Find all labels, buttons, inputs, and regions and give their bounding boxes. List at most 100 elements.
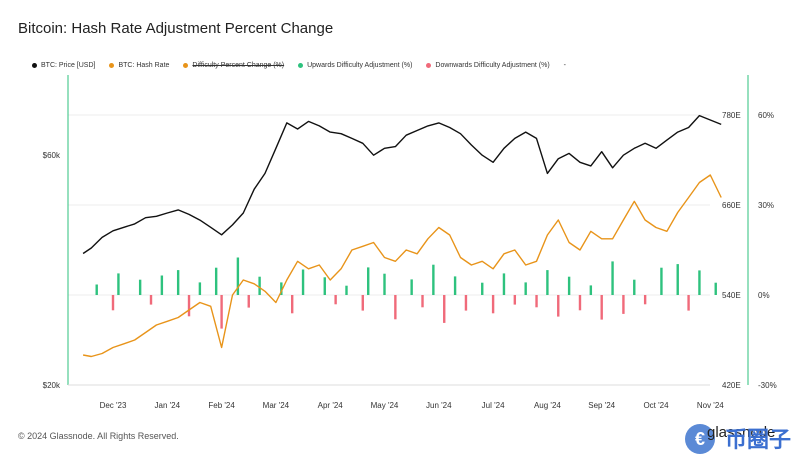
- legend-label: Upwards Difficulty Adjustment (%): [307, 62, 413, 69]
- legend-item-difficulty-change[interactable]: Difficulty Percent Change (%): [183, 62, 284, 69]
- upwards-adjustment-bar: [383, 273, 386, 295]
- legend-item-hash-rate[interactable]: BTC: Hash Rate: [109, 62, 169, 69]
- upwards-adjustment-bar: [258, 276, 261, 295]
- upwards-adjustment-bar: [502, 273, 506, 295]
- upwards-adjustment-bar: [410, 279, 413, 295]
- downwards-adjustment-bar: [421, 295, 424, 308]
- legend-dot-icon: [183, 63, 189, 68]
- x-tick-label: Oct '24: [643, 401, 669, 410]
- y-pct-tick-label: 60%: [758, 111, 774, 120]
- upwards-adjustment-bar: [633, 279, 636, 295]
- y-pct-tick-label: 0%: [758, 291, 770, 300]
- upwards-adjustment-bar: [432, 264, 435, 295]
- downwards-adjustment-bar: [622, 295, 625, 314]
- brand-text: glassnode: [707, 424, 776, 441]
- upwards-adjustment-bar: [280, 282, 283, 295]
- upwards-adjustment-bar: [95, 284, 98, 295]
- y-left-tick-label: $60k: [43, 151, 61, 160]
- downwards-adjustment-bar: [443, 295, 446, 323]
- downwards-adjustment-bar: [687, 295, 690, 311]
- upwards-adjustment-bar: [236, 257, 240, 295]
- upwards-adjustment-bar: [546, 270, 549, 295]
- y-left-tick-label: $20k: [43, 381, 61, 390]
- x-tick-label: Jul '24: [482, 401, 505, 410]
- x-tick-label: Feb '24: [208, 401, 235, 410]
- y-hash-tick-label: 540E: [722, 291, 741, 300]
- upwards-adjustment-bar: [453, 276, 457, 295]
- legend-item-downwards[interactable]: Downwards Difficulty Adjustment (%): [426, 62, 550, 69]
- upwards-adjustment-bar: [676, 264, 679, 295]
- downwards-adjustment-bar: [643, 295, 647, 305]
- x-tick-label: Dec '23: [100, 401, 127, 410]
- chart-legend: BTC: Price [USD] BTC: Hash Rate Difficul…: [32, 62, 566, 69]
- downwards-adjustment-bar: [535, 295, 538, 308]
- upwards-adjustment-bar: [524, 282, 527, 295]
- upwards-adjustment-bar: [117, 273, 120, 295]
- upwards-adjustment-bar: [611, 261, 614, 295]
- y-hash-tick-label: 660E: [722, 201, 741, 210]
- x-tick-label: May '24: [371, 401, 399, 410]
- upwards-adjustment-bar: [589, 285, 593, 295]
- legend-label: BTC: Hash Rate: [118, 62, 170, 69]
- y-hash-tick-label: 780E: [722, 111, 741, 120]
- upwards-adjustment-bar: [567, 276, 571, 295]
- upwards-adjustment-bar: [345, 285, 348, 295]
- downwards-adjustment-bar: [394, 295, 397, 320]
- upwards-adjustment-bar: [198, 282, 202, 295]
- upwards-adjustment-bar: [323, 277, 326, 295]
- legend-label: -: [563, 62, 566, 69]
- downwards-adjustment-bar: [334, 295, 337, 305]
- legend-label: Downwards Difficulty Adjustment (%): [435, 62, 550, 69]
- downwards-adjustment-bar: [578, 295, 582, 311]
- x-tick-label: Aug '24: [534, 401, 561, 410]
- downwards-adjustment-bar: [557, 295, 560, 317]
- downwards-adjustment-bar: [513, 295, 517, 305]
- downwards-adjustment-bar: [361, 295, 364, 311]
- downwards-adjustment-bar: [111, 295, 115, 311]
- legend-item-extra: -: [564, 62, 566, 69]
- y-hash-tick-label: 420E: [722, 381, 741, 390]
- x-tick-label: Nov '24: [697, 401, 724, 410]
- downwards-adjustment-bar: [220, 295, 223, 329]
- chart-title: Bitcoin: Hash Rate Adjustment Percent Ch…: [18, 20, 334, 37]
- downwards-adjustment-bar: [290, 295, 294, 314]
- legend-dot-icon: [426, 63, 432, 68]
- x-tick-label: Apr '24: [318, 401, 344, 410]
- x-tick-label: Mar '24: [263, 401, 290, 410]
- downwards-adjustment-bar: [464, 295, 468, 311]
- upwards-adjustment-bar: [660, 267, 663, 295]
- btc-price-line: [82, 114, 722, 255]
- upwards-adjustment-bar: [481, 282, 484, 295]
- downwards-adjustment-bar: [187, 295, 191, 317]
- upwards-adjustment-bar: [714, 282, 717, 295]
- upwards-adjustment-bar: [176, 270, 180, 295]
- brand-cn: 币圈子: [725, 427, 792, 452]
- watermark-logo: € glassnode 币圈子: [685, 420, 811, 456]
- hash-rate-line: [82, 174, 722, 358]
- legend-dot-icon: [298, 63, 304, 68]
- legend-dot-icon: [32, 63, 37, 68]
- x-tick-label: Jun '24: [426, 401, 452, 410]
- x-tick-label: Sep '24: [588, 401, 615, 410]
- upwards-adjustment-bar: [214, 267, 218, 295]
- downwards-adjustment-bar: [600, 295, 603, 320]
- legend-item-price[interactable]: BTC: Price [USD]: [32, 62, 95, 69]
- upwards-adjustment-bar: [160, 275, 164, 295]
- upwards-adjustment-bar: [301, 269, 305, 295]
- downwards-adjustment-bar: [247, 295, 250, 308]
- legend-item-upwards[interactable]: Upwards Difficulty Adjustment (%): [298, 62, 412, 69]
- upwards-adjustment-bar: [367, 267, 370, 295]
- logo-mark-icon: €: [685, 424, 715, 454]
- legend-dot-icon: [109, 63, 115, 68]
- y-pct-tick-label: -30%: [758, 381, 777, 390]
- upwards-adjustment-bar: [138, 279, 142, 295]
- legend-label: BTC: Price [USD]: [41, 62, 96, 69]
- downwards-adjustment-bar: [491, 295, 495, 314]
- y-pct-tick-label: 30%: [758, 201, 774, 210]
- copyright-footer: © 2024 Glassnode. All Rights Reserved.: [18, 431, 179, 441]
- upwards-adjustment-bar: [698, 270, 701, 295]
- downwards-adjustment-bar: [149, 295, 153, 305]
- legend-label: Difficulty Percent Change (%): [192, 62, 285, 69]
- x-tick-label: Jan '24: [155, 401, 181, 410]
